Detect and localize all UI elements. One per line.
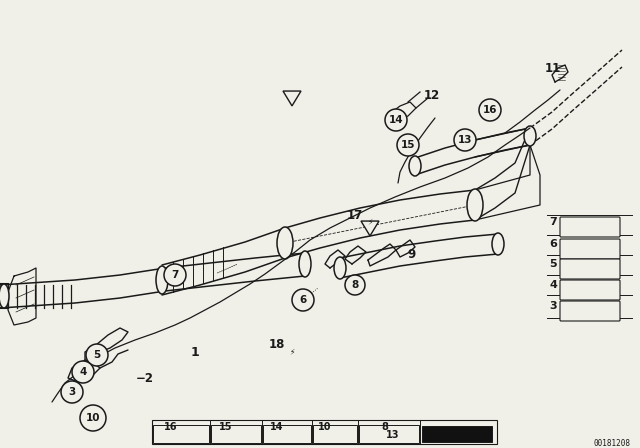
Circle shape [385,109,407,131]
Ellipse shape [334,257,346,279]
FancyBboxPatch shape [263,425,311,443]
Ellipse shape [492,233,504,255]
Text: 14: 14 [388,115,403,125]
Text: 13: 13 [387,430,400,440]
Ellipse shape [156,266,168,294]
Ellipse shape [467,189,483,221]
Text: 18: 18 [269,339,285,352]
Text: 10: 10 [318,422,332,432]
FancyBboxPatch shape [152,420,497,444]
Ellipse shape [299,251,311,277]
Polygon shape [283,91,301,106]
FancyBboxPatch shape [211,425,261,443]
Ellipse shape [0,284,9,308]
Circle shape [479,99,501,121]
Text: −2: −2 [136,371,154,384]
Text: 13: 13 [458,135,472,145]
Circle shape [72,361,94,383]
Ellipse shape [409,156,421,176]
Text: 12: 12 [424,89,440,102]
Ellipse shape [524,126,536,146]
Text: ⚡: ⚡ [289,347,294,356]
Circle shape [164,264,186,286]
Text: 4: 4 [79,367,86,377]
FancyBboxPatch shape [560,280,620,300]
FancyBboxPatch shape [560,239,620,259]
Text: 6: 6 [549,239,557,249]
Text: 11: 11 [545,61,561,74]
FancyBboxPatch shape [313,425,357,443]
Text: 3: 3 [68,387,76,397]
Text: 7: 7 [549,217,557,227]
FancyBboxPatch shape [560,301,620,321]
Text: 7: 7 [172,270,179,280]
Text: 17: 17 [347,208,363,221]
Text: 14: 14 [270,422,284,432]
FancyBboxPatch shape [153,425,209,443]
Polygon shape [361,221,379,236]
Circle shape [454,129,476,151]
Text: 9: 9 [408,249,416,262]
Circle shape [86,344,108,366]
Circle shape [80,405,106,431]
Text: 8: 8 [381,422,388,432]
Text: 16: 16 [483,105,497,115]
Circle shape [61,381,83,403]
Text: 3: 3 [549,301,557,311]
FancyBboxPatch shape [560,259,620,279]
Circle shape [345,275,365,295]
Text: 6: 6 [300,295,307,305]
FancyBboxPatch shape [560,217,620,237]
Text: 00181208: 00181208 [593,439,630,448]
Text: 8: 8 [351,280,358,290]
Text: 1: 1 [191,345,200,358]
Text: ⚡: ⚡ [367,217,372,226]
Text: 15: 15 [220,422,233,432]
FancyBboxPatch shape [422,426,492,442]
Text: 5: 5 [549,259,557,269]
FancyBboxPatch shape [359,425,419,443]
Text: 15: 15 [401,140,415,150]
Ellipse shape [277,227,293,259]
Text: 4: 4 [549,280,557,290]
Text: 10: 10 [86,413,100,423]
Circle shape [397,134,419,156]
Circle shape [292,289,314,311]
Text: 16: 16 [164,422,178,432]
Text: 5: 5 [93,350,100,360]
